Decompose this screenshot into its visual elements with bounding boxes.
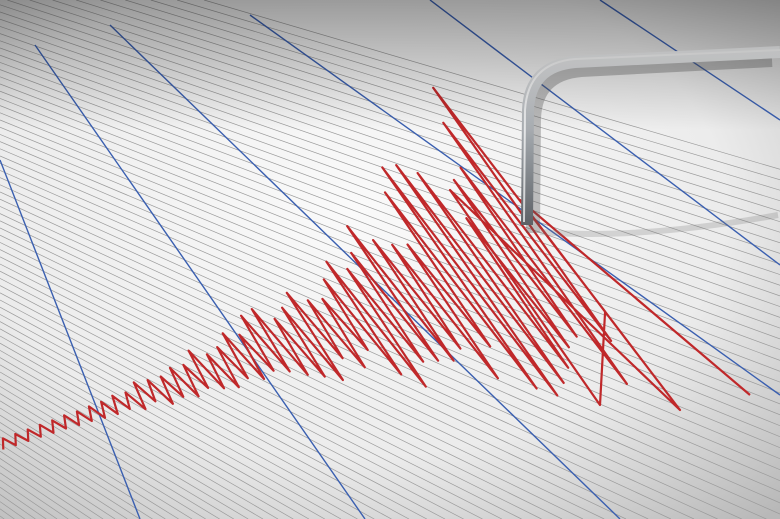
seismograph-image — [0, 0, 780, 519]
top-shadow — [0, 0, 780, 519]
seismograph-illustration — [0, 0, 780, 519]
